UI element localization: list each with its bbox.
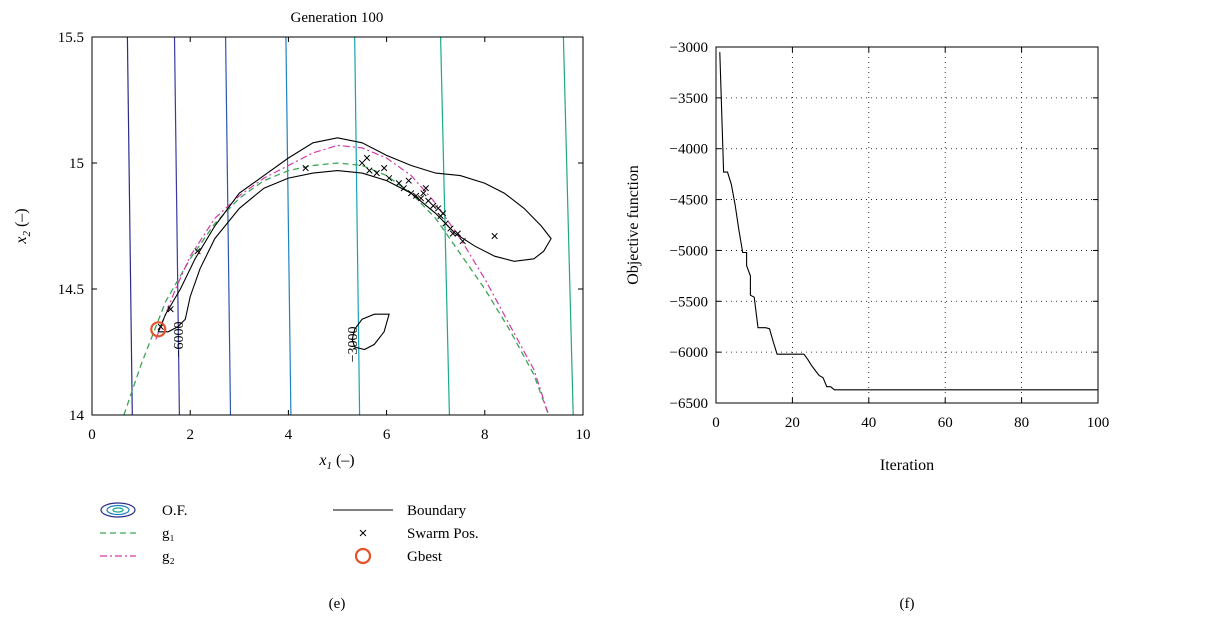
swarm-point: [449, 230, 457, 237]
y-tick-label: −6500: [670, 396, 708, 412]
panel-f-grid: [715, 46, 1099, 404]
x-tick-label: 2: [186, 427, 194, 443]
legend-contour-icon-core: [112, 507, 124, 513]
gbest-marker: [150, 321, 167, 338]
boundary-curve-0: [157, 137, 552, 333]
swarm-point: [459, 237, 466, 245]
panel-e-y-axis-label: x2 (–): [13, 208, 33, 244]
x-tick-label: 20: [785, 415, 800, 431]
swarm-point: [417, 195, 425, 202]
panel-f: 0 20 40 60 80 100 −3000 −3500 −4000 −4500 −5000 −55…: [625, 40, 1109, 612]
swarm-point: [366, 167, 373, 174]
legend-gbest-swatch: [354, 547, 372, 565]
x-tick-label: 10: [576, 427, 591, 443]
y-tick-label: −6000: [670, 345, 708, 361]
x-tick-label: 60: [938, 415, 953, 431]
panel-e-legend: O.F. g₁ g₂ Boundary Swarm Pos. Gbest: [100, 502, 479, 565]
panel-f-plot-area: [719, 52, 1098, 391]
x-tick-label: 4: [285, 427, 293, 443]
boundary-curve-1: [351, 313, 390, 351]
swarm-point: [430, 202, 437, 209]
swarm-point: [405, 177, 412, 184]
swarm-point: [395, 180, 403, 187]
swarm-point: [194, 248, 201, 255]
x-tick-label: 0: [88, 427, 96, 443]
panel-f-caption: (f): [900, 596, 915, 612]
swarm-point: [373, 169, 380, 177]
panel-e: Generation 100 −6000 −3000 0 2 4 6 8 10 14 14.5 1…: [13, 10, 591, 612]
legend-label: g₁: [162, 526, 175, 542]
constraint-g2-curve: [155, 144, 550, 415]
swarm-point: [385, 174, 393, 182]
panel-f-y-axis-label: Objective function: [625, 165, 642, 285]
y-tick-label: −4000: [670, 142, 708, 158]
legend-contour-icon-inner: [106, 504, 130, 516]
swarm-point: [439, 210, 447, 217]
x-tick-label: 40: [861, 415, 876, 431]
contour-label-1: −3000: [346, 326, 361, 362]
legend-label: O.F.: [162, 503, 187, 519]
objective-series-line: [719, 52, 1098, 391]
y-tick-label: −5500: [670, 294, 708, 310]
legend-label: Gbest: [407, 549, 443, 565]
swarm-point: [167, 306, 174, 313]
contour-line-3: [285, 37, 292, 415]
panel-e-caption: (e): [329, 596, 346, 612]
x-tick-label: 8: [481, 427, 489, 443]
y-tick-label: −3500: [670, 91, 708, 107]
legend-label: Boundary: [407, 503, 467, 519]
contour-line-2: [225, 37, 232, 415]
contour-label-0: −6000: [172, 321, 187, 357]
y-tick-label: 14: [69, 408, 85, 424]
y-tick-label: 14.5: [58, 282, 84, 298]
contour-line-1: [173, 37, 180, 415]
swarm-point: [425, 197, 432, 204]
swarm-point: [442, 220, 449, 227]
swarm-point: [454, 230, 461, 237]
constraint-g1-curve: [123, 162, 550, 415]
panel-e-plot-area: −6000 −3000: [123, 37, 574, 415]
y-tick-label: 15: [69, 156, 84, 172]
panel-f-x-axis-label: Iteration: [880, 457, 934, 474]
contour-line-4: [354, 37, 361, 415]
y-tick-label: −4500: [670, 193, 708, 209]
legend-label: Swarm Pos.: [407, 526, 479, 542]
swarm-point: [422, 185, 430, 192]
legend-label: g₂: [162, 549, 175, 565]
swarm-point: [358, 159, 366, 167]
contour-line-0: [126, 37, 133, 415]
panel-e-x-axis-label: x1 (–): [318, 452, 354, 472]
x-tick-label: 0: [712, 415, 720, 431]
swarm-point: [400, 185, 407, 192]
y-tick-label: −5000: [670, 243, 708, 259]
y-tick-label: −3000: [670, 40, 708, 56]
y-tick-label: 15.5: [58, 30, 84, 46]
swarm-point: [363, 154, 371, 162]
swarm-point: [447, 225, 454, 232]
swarm-point: [420, 190, 427, 197]
x-tick-label: 80: [1014, 415, 1029, 431]
panel-e-axes-frame: [91, 36, 584, 416]
x-tick-label: 100: [1087, 415, 1110, 431]
legend-swarm-swatch: [359, 529, 367, 537]
swarm-point: [491, 232, 498, 240]
swarm-point: [380, 164, 388, 172]
panel-f-ticks: 0 20 40 60 80 100 −3000 −3500 −4000 −4500 −5000 −55…: [670, 40, 1110, 431]
contour-line-5: [440, 37, 450, 415]
swarm-point: [302, 164, 309, 172]
swarm-point: [412, 192, 420, 199]
contour-line-6: [562, 37, 574, 415]
panel-e-ticks: 0 2 4 6 8 10 14 14.5 15 15.5: [58, 30, 591, 443]
panel-e-title: Generation 100: [291, 10, 384, 26]
swarm-point: [435, 205, 442, 212]
swarm-point: [407, 190, 415, 197]
x-tick-label: 6: [383, 427, 391, 443]
legend-contour-icon: [100, 502, 136, 518]
panel-f-axes-frame: [715, 46, 1099, 404]
